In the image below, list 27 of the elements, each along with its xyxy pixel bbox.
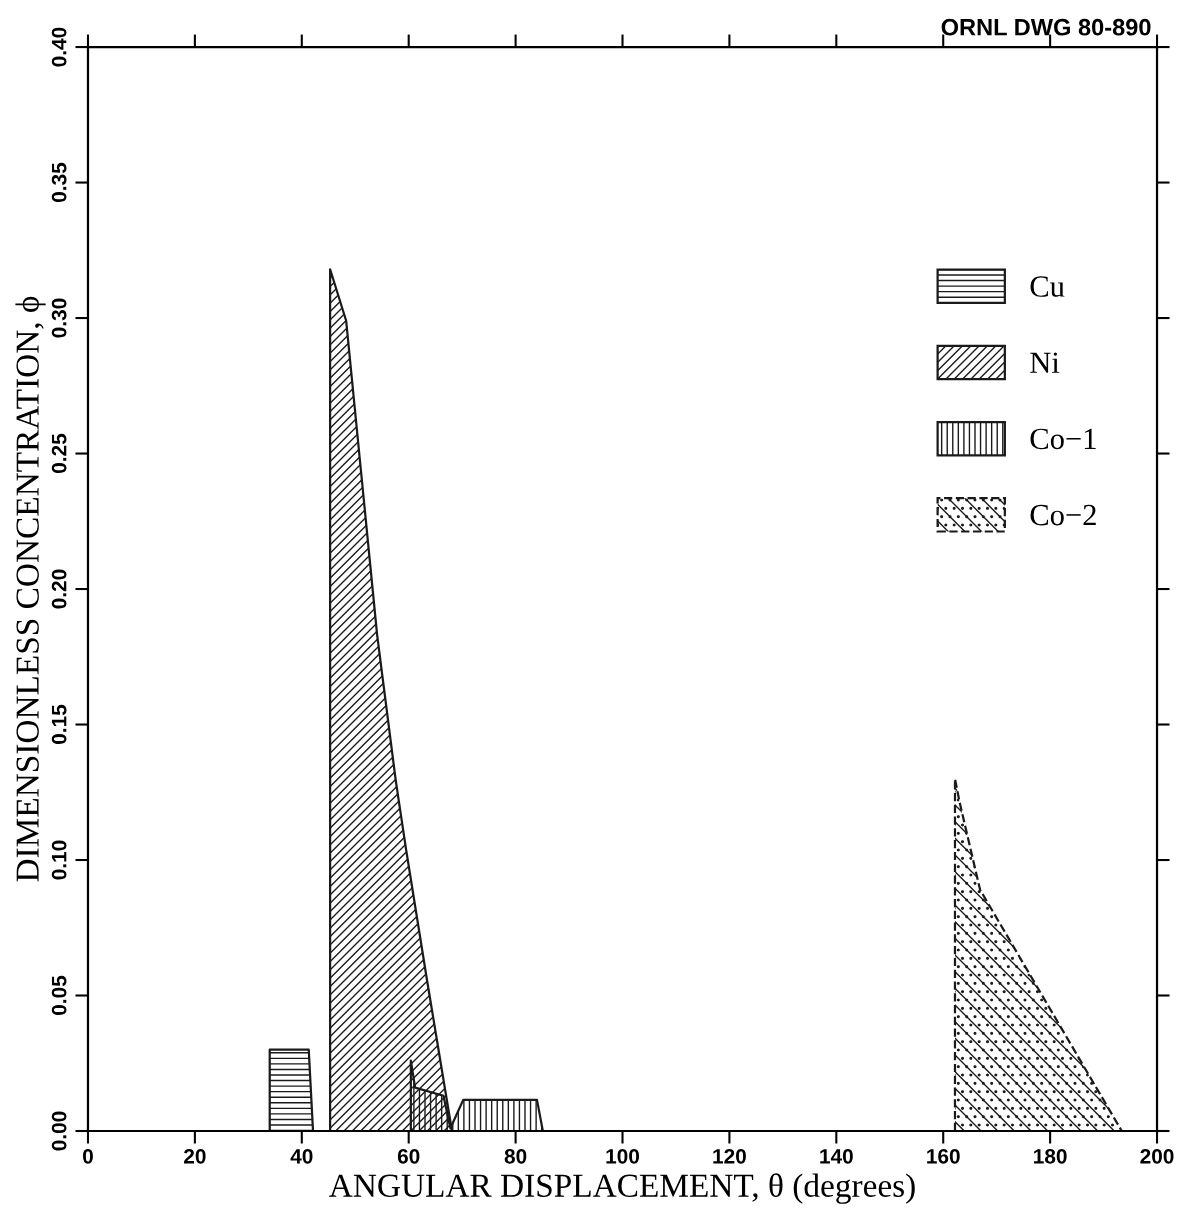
legend-label: Co−2 [1030, 504, 1096, 526]
x-tick-label: 120 [713, 1148, 746, 1164]
x-axis-title: ANGULAR DISPLACEMENT, θ (degrees) [329, 1173, 915, 1204]
x-tick-label: 40 [290, 1148, 313, 1164]
y-tick-label: 0.40 [51, 27, 67, 67]
y-tick-label: 0.30 [51, 298, 67, 338]
y-tick-label: 0.35 [51, 162, 67, 202]
x-tick-label: 160 [927, 1148, 960, 1164]
x-tick-label: 200 [1140, 1148, 1174, 1164]
legend-label: Cu [1030, 276, 1065, 297]
legend-label: Ni [1030, 352, 1060, 373]
x-tick-label: 180 [1034, 1148, 1067, 1164]
x-tick-label: 140 [820, 1148, 853, 1164]
y-axis-title: DIMENSIONLESS CONCENTRATION, ϕ [15, 296, 46, 882]
x-tick-label: 20 [184, 1148, 206, 1164]
x-tick-label: 80 [504, 1148, 527, 1164]
y-tick-label: 0.20 [51, 569, 67, 609]
legend-label: Co−1 [1030, 428, 1096, 450]
y-tick-label: 0.15 [51, 704, 67, 744]
x-tick-label: 60 [397, 1148, 420, 1164]
y-tick-label: 0.00 [51, 1111, 67, 1151]
y-tick-label: 0.05 [51, 975, 67, 1015]
y-tick-label: 0.25 [51, 433, 67, 473]
y-tick-label: 0.10 [51, 840, 67, 880]
x-tick-label: 0 [83, 1148, 93, 1164]
x-tick-label: 100 [606, 1148, 640, 1164]
text: ORNL DWG 80-890 [941, 18, 1151, 36]
